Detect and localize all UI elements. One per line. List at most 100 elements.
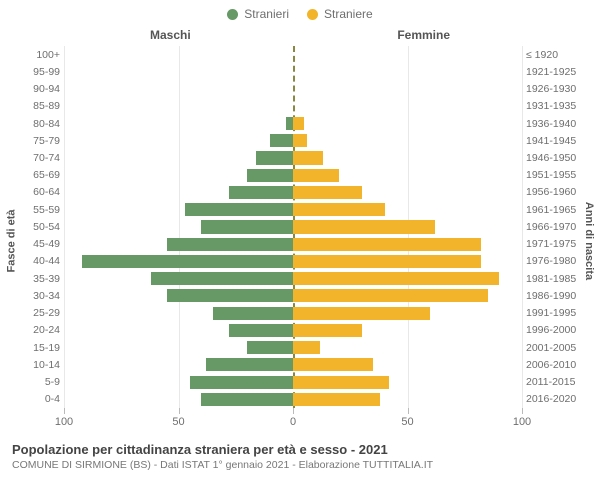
chart: Fasce di età 100+95-9990-9485-8980-8475-… bbox=[0, 46, 600, 436]
bar-female bbox=[293, 324, 362, 337]
legend-label-female: Straniere bbox=[324, 7, 373, 21]
bar-male bbox=[190, 376, 293, 389]
y-right-tick: 1966-1970 bbox=[522, 218, 578, 235]
bar-row bbox=[64, 287, 522, 304]
bar-female bbox=[293, 307, 430, 320]
y-left-tick: 75-79 bbox=[22, 132, 64, 149]
bar-male bbox=[213, 307, 293, 320]
bar-female bbox=[293, 358, 373, 371]
x-tick-label: 0 bbox=[290, 416, 296, 428]
y-right-tick: 2006-2010 bbox=[522, 356, 578, 373]
x-tick-mark bbox=[293, 408, 294, 414]
y-left-title-text: Fasce di età bbox=[5, 210, 17, 273]
y-left-tick: 65-69 bbox=[22, 167, 64, 184]
legend-item-female: Straniere bbox=[307, 7, 373, 21]
x-tick-label: 50 bbox=[172, 416, 184, 428]
y-left-tick: 10-14 bbox=[22, 356, 64, 373]
column-header-female: Femmine bbox=[397, 28, 450, 42]
bar-female bbox=[293, 393, 380, 406]
bar-male bbox=[206, 358, 293, 371]
bar-row bbox=[64, 253, 522, 270]
y-left-tick: 40-44 bbox=[22, 253, 64, 270]
y-right-tick: 1926-1930 bbox=[522, 80, 578, 97]
chart-title: Popolazione per cittadinanza straniera p… bbox=[12, 442, 588, 457]
x-tick-mark bbox=[408, 408, 409, 414]
bar-row bbox=[64, 391, 522, 408]
bar-row bbox=[64, 322, 522, 339]
x-tick-mark bbox=[179, 408, 180, 414]
y-right-tick: 2011-2015 bbox=[522, 373, 578, 390]
bar-row bbox=[64, 63, 522, 80]
y-right-title-text: Anni di nascita bbox=[583, 202, 595, 280]
bar-male bbox=[201, 393, 293, 406]
bar-female bbox=[293, 169, 339, 182]
bar-female bbox=[293, 151, 323, 164]
column-headers: Maschi Femmine bbox=[0, 28, 600, 46]
bar-male bbox=[185, 203, 293, 216]
x-tick-mark bbox=[64, 408, 65, 414]
swatch-female-icon bbox=[307, 9, 318, 20]
y-right-tick: 1981-1985 bbox=[522, 270, 578, 287]
bar-male bbox=[167, 238, 293, 251]
column-header-male: Maschi bbox=[150, 28, 191, 42]
y-right-tick: 1986-1990 bbox=[522, 287, 578, 304]
y-right-tick: 1951-1955 bbox=[522, 167, 578, 184]
bar-female bbox=[293, 341, 320, 354]
bars bbox=[64, 46, 522, 408]
footer: Popolazione per cittadinanza straniera p… bbox=[0, 436, 600, 471]
y-left-tick: 80-84 bbox=[22, 115, 64, 132]
bar-male bbox=[247, 169, 293, 182]
bar-row bbox=[64, 201, 522, 218]
bar-row bbox=[64, 356, 522, 373]
y-right-tick: 1971-1975 bbox=[522, 236, 578, 253]
x-tick-mark bbox=[522, 408, 523, 414]
bar-row bbox=[64, 80, 522, 97]
bar-female bbox=[293, 203, 385, 216]
y-right-tick: 1931-1935 bbox=[522, 98, 578, 115]
bar-row bbox=[64, 184, 522, 201]
chart-subtitle: COMUNE DI SIRMIONE (BS) - Dati ISTAT 1° … bbox=[12, 459, 588, 471]
bar-male bbox=[247, 341, 293, 354]
y-left-ticks: 100+95-9990-9485-8980-8475-7970-7465-696… bbox=[22, 46, 64, 408]
y-left-tick: 85-89 bbox=[22, 98, 64, 115]
legend: Stranieri Straniere bbox=[0, 0, 600, 28]
y-left-tick: 5-9 bbox=[22, 373, 64, 390]
y-left-tick: 20-24 bbox=[22, 322, 64, 339]
y-left-tick: 95-99 bbox=[22, 63, 64, 80]
y-left-tick: 100+ bbox=[22, 46, 64, 63]
bar-row bbox=[64, 236, 522, 253]
plot-area bbox=[64, 46, 522, 408]
y-right-tick: 1936-1940 bbox=[522, 115, 578, 132]
bar-female bbox=[293, 272, 499, 285]
y-left-tick: 45-49 bbox=[22, 236, 64, 253]
bar-male bbox=[201, 220, 293, 233]
y-left-tick: 15-19 bbox=[22, 339, 64, 356]
y-left-tick: 55-59 bbox=[22, 201, 64, 218]
y-right-title: Anni di nascita bbox=[578, 46, 600, 436]
y-left-tick: 0-4 bbox=[22, 391, 64, 408]
bar-male bbox=[229, 324, 293, 337]
legend-label-male: Stranieri bbox=[244, 7, 289, 21]
bar-female bbox=[293, 289, 488, 302]
y-left-tick: 90-94 bbox=[22, 80, 64, 97]
bar-row bbox=[64, 218, 522, 235]
bar-row bbox=[64, 149, 522, 166]
bar-female bbox=[293, 186, 362, 199]
bar-male bbox=[229, 186, 293, 199]
y-left-tick: 50-54 bbox=[22, 218, 64, 235]
bar-female bbox=[293, 255, 481, 268]
bar-female bbox=[293, 134, 307, 147]
bar-row bbox=[64, 373, 522, 390]
bar-row bbox=[64, 132, 522, 149]
legend-item-male: Stranieri bbox=[227, 7, 289, 21]
bar-row bbox=[64, 46, 522, 63]
y-left-tick: 35-39 bbox=[22, 270, 64, 287]
y-right-tick: 1961-1965 bbox=[522, 201, 578, 218]
y-right-tick: 1976-1980 bbox=[522, 253, 578, 270]
y-right-tick: 2001-2005 bbox=[522, 339, 578, 356]
bar-row bbox=[64, 270, 522, 287]
x-axis: 10050050100 bbox=[64, 408, 522, 436]
y-left-title: Fasce di età bbox=[0, 46, 22, 436]
x-tick-label: 50 bbox=[401, 416, 413, 428]
y-right-tick: 1941-1945 bbox=[522, 132, 578, 149]
